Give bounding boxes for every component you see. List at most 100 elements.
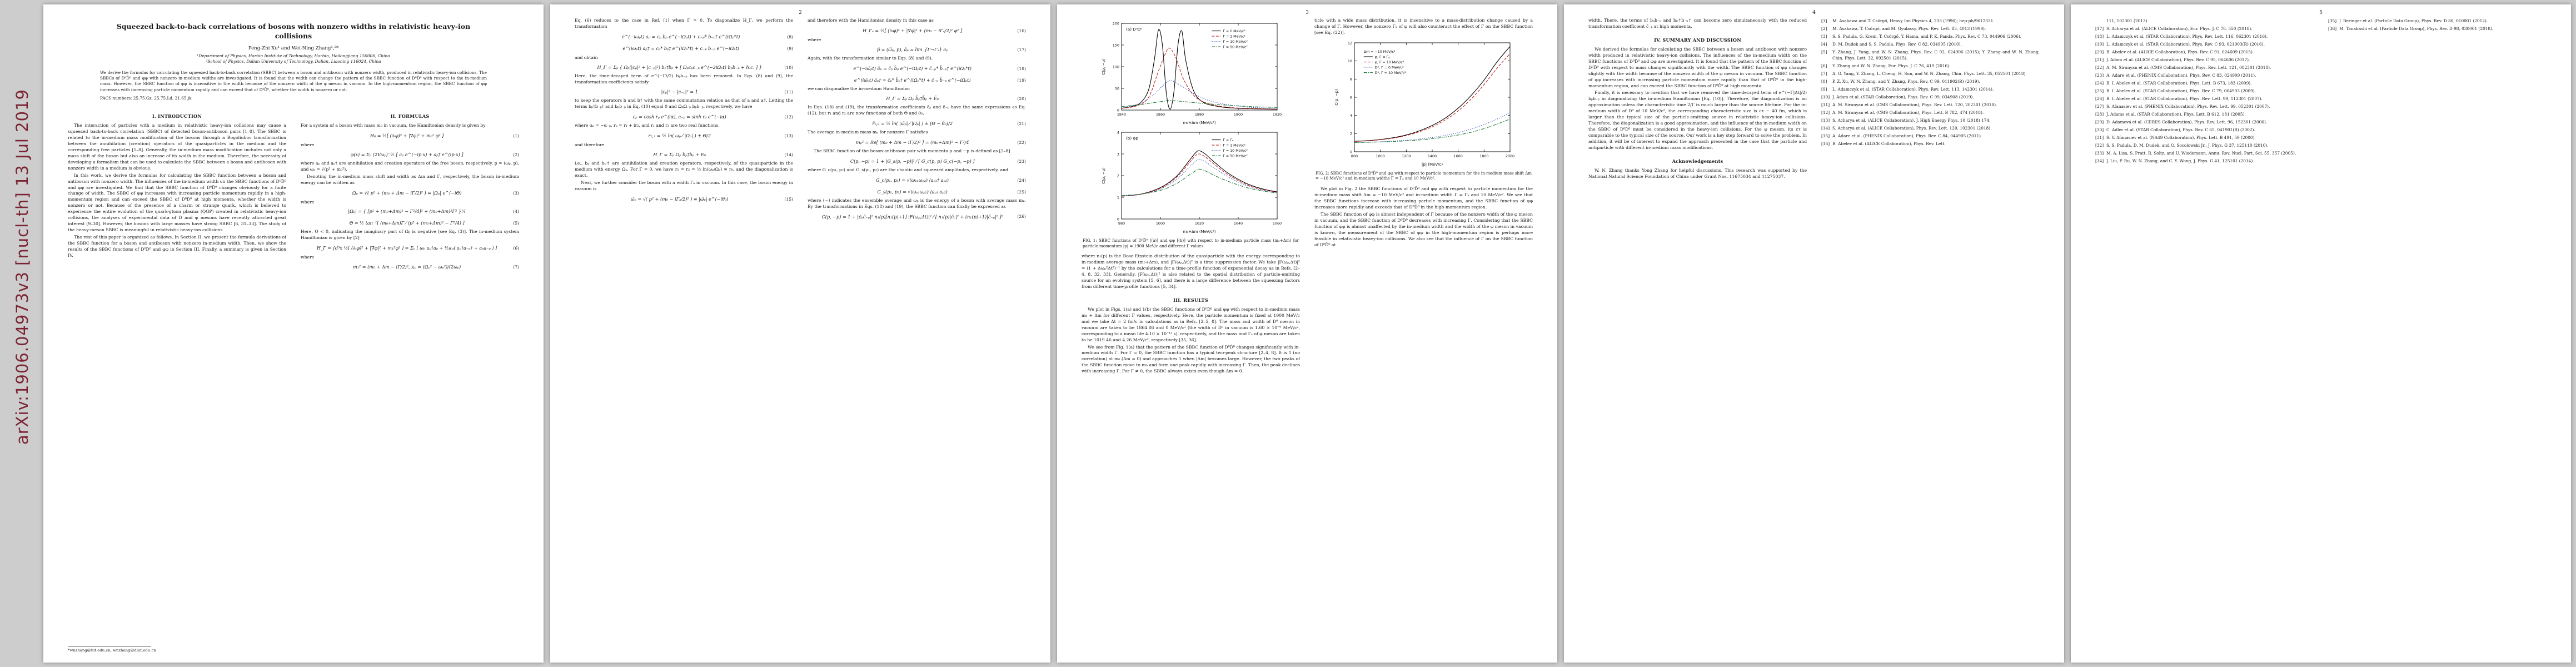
columns: 111, 102301 (2013). [17] S. Acharya et al.…: [2095, 18, 2547, 654]
reference-item: [27] S. Afanasiev et al. (PHENIX Collabor…: [2095, 103, 2314, 109]
fig2-axis-frame: [1354, 42, 1510, 152]
reference-item: [7] A. G. Yang, Y. Zhang, L. Cheng, H. Su…: [1821, 71, 2040, 77]
page-number: 3: [1306, 10, 1309, 16]
fig2-ytick-label: 8: [1349, 77, 1352, 81]
reference-text: Y. Zhang, J. Yang, and W. N. Zhang, Phys…: [1832, 49, 2040, 61]
fig1b-xtick-label: 1000: [1155, 221, 1164, 226]
fig2-xtick-label: 800: [1351, 154, 1357, 158]
page-body: 111, 102301 (2013). [17] S. Acharya et al.…: [2071, 4, 2571, 663]
equation-connector: where: [301, 142, 315, 148]
equation: r₁,₂ = ½ ln( ωₚ ⁄ |Ωₚ| ) ± Θ/2 (13): [575, 133, 793, 139]
reference-label: [26]: [2095, 96, 2104, 102]
paragraph: In Eqs. (18) and (19), the transformatio…: [808, 104, 1026, 116]
reference-label: [36]: [2328, 26, 2337, 32]
equation: |cₚ|² − |c₋ₚ|² = 1 (11): [575, 89, 793, 95]
reference-label: [19]: [2095, 42, 2104, 47]
equation-body: r̃₁,₂ = ½ ln( |ω̃ₚ| ⁄ |Ωₚ| ) ± (Θ − θ₀)/…: [872, 121, 953, 127]
reference-label: [2]: [1821, 26, 1827, 32]
equation: e^(−iω̃ₚt) ãₚ = c̃ₚ b̃ₚ e^(−iΩₚt) + c̃₋ₚ…: [808, 66, 1026, 72]
equation-number: (17): [1017, 47, 1026, 52]
page-4: 4 width. There, the terms of b̃ₚb̃₋ₚ and …: [1564, 4, 2064, 663]
equation-number: (16): [1017, 28, 1026, 33]
equation: G_s(p₁, p₂) = √(ωₚ₁ωₚ₂) ⟨aₚ₁ aₚ₂⟩ (25): [808, 189, 1026, 195]
equation: G_c(p₁, p₂) = √(ωₚ₁ωₚ₂) ⟨aₚ₁† aₚ₂⟩ (24): [808, 177, 1026, 183]
fig1a-ylabel: C(p, −p): [1102, 58, 1106, 75]
paragraph: where ⟨···⟩ indicates the ensemble avera…: [808, 197, 1026, 209]
equation-body: H_Γ = Σₚ Ωₚ bₚ†bₚ + E₀: [653, 151, 706, 157]
reference-label: [14]: [1821, 126, 1830, 131]
column-2: II. FORMULAS For a system of a boson with…: [301, 107, 519, 654]
page-1: Squeezed back-to-back correlations of bo…: [43, 4, 544, 663]
page-body: width. There, the terms of b̃ₚb̃₋ₚ and b…: [1564, 4, 2064, 663]
equation: |Ωₚ| = { [p² + (m₀+Δm)² − Γ²/4]² + (m₀+Δ…: [301, 208, 519, 215]
fig1b-ytick-label: 1: [1117, 195, 1119, 200]
fig1a-xtick-label: 1900: [1233, 112, 1242, 117]
equation-number: (18): [1017, 66, 1026, 71]
equation-body: e^(−iωₚt) aₚ = cₚ bₚ e^(−iΩₚt) + c₋ₚ* b₋…: [621, 33, 740, 39]
reference-label: [22]: [2095, 65, 2104, 71]
columns: I. INTRODUCTION The interaction of partic…: [68, 107, 519, 654]
reference-text: B. I. Abelev et al. (STAR Collaboration)…: [2106, 88, 2256, 94]
reference-text: S. Afanasiev et al. (PHENIX Collaboratio…: [2106, 104, 2270, 109]
reference-item: [22] A. M. Sirunyan et al. (CMS Collabora…: [2095, 64, 2314, 71]
reference-label: [35]: [2328, 18, 2337, 23]
paragraph: Next, we further consider the boson with…: [575, 180, 793, 191]
reference-text: B. I. Abelev et al. (STAR Collaboration)…: [2106, 96, 2263, 102]
reference-text: J. Beringer et al. (Particle Data Group)…: [2339, 18, 2488, 23]
reference-label: [3]: [1821, 34, 1827, 39]
reference-text: S. S. Padula, D. M. Dudek, and O. Socolo…: [2106, 143, 2269, 148]
reference-text: S. Acharya et al. (ALICE Collaboration),…: [1832, 118, 1991, 123]
front-matter: Squeezed back-to-back correlations of bo…: [68, 18, 519, 102]
reference-text: A. Adare et al. (PHENIX Collaboration), …: [2106, 73, 2256, 78]
section-heading: I. INTRODUCTION: [152, 113, 202, 120]
paragraph: to keep the operators b and b† with the …: [575, 98, 793, 109]
equation-connector: where: [301, 199, 315, 205]
paper-title: Squeezed back-to-back correlations of bo…: [116, 22, 471, 40]
fig1b-panel-label: (b) φφ: [1126, 136, 1138, 141]
reference-item: [14] S. Acharya et al. (ALICE Collaborati…: [1821, 125, 2040, 131]
fig1a-legend-label: Γ = 1 MeV/c²: [1223, 34, 1245, 38]
paragraph: ticle with a wide mass distribution, it …: [1314, 18, 1533, 35]
equation-body: φ(x) = Σₚ (2Vωₚ)⁻½ [ aₚ e^(−ip·x) + aₚ† …: [350, 151, 464, 157]
reference-list: 111, 102301 (2013). [17] S. Acharya et al.…: [2095, 18, 2314, 166]
equation: H₀ = ½[ (∂ₜφ)² + |∇φ|² + m₀² φ² ] (1): [301, 133, 519, 139]
column-1: 1840 1860 1880 1900 1920 0 50 100 150 200 Γ = 0 Me…: [1082, 18, 1300, 654]
section-heading: IV. SUMMARY AND DISCUSSION: [1654, 37, 1741, 43]
reference-text: D. M. Dudek and S. S. Padula, Phys. Rev.…: [1832, 42, 1962, 47]
equation-number: (6): [513, 246, 519, 251]
columns: Eq. (6) reduces to the case in Ref. [1] …: [575, 18, 1026, 654]
equation: C(p, −p) = 1 + |G_s(p, −p)|² ⁄ [ G_c(p, …: [808, 158, 1026, 165]
paragraph: we can diagonalize the in-medium Hamilto…: [808, 86, 910, 91]
equation-body: H_Γ = Σₚ Ωₚ b̃ₚ†b̃ₚ + Ẽ₀: [886, 96, 939, 102]
fig2-ytick-label: 12: [1347, 41, 1352, 45]
reference-label: [24]: [2095, 81, 2104, 86]
figure-fig2: 800 1000 1200 1400 1600 1800 2000 0 2 4 6 8 10 12 Δm =…: [1314, 38, 1533, 167]
reference-label: [17]: [2095, 26, 2104, 32]
fig1a-series-gamma-10: [1121, 80, 1277, 109]
reference-item: [26] B. I. Abelev et al. (STAR Collaborat…: [2095, 96, 2314, 102]
equation: e^(−iωₚt) aₚ = cₚ bₚ e^(−iΩₚt) + c₋ₚ* b₋…: [575, 34, 793, 40]
reference-label: [8]: [1821, 79, 1827, 84]
paragraph: For a system of a boson with mass m₀ in …: [301, 123, 486, 128]
reference-text: L. Adamczyk et al. (STAR Collaboration),…: [1832, 87, 1994, 92]
equation-number: (22): [1017, 140, 1026, 146]
fig1a-xtick-label: 1860: [1155, 112, 1164, 117]
reference-item: [5] Y. Zhang, J. Yang, and W. N. Zhang, P…: [1821, 49, 2040, 61]
columns: width. There, the terms of b̃ₚb̃₋ₚ and b…: [1588, 18, 2040, 654]
equation: Ωₚ = √( p² + (m₀ + Δm − iΓ/2)² ) ≡ |Ωₚ| …: [301, 190, 519, 196]
reference-item: [15] A. Adare et al. (PHENIX Collaboratio…: [1821, 133, 2040, 139]
reference-text: J. Liu, P. Ru, W. N. Zhang, and C. Y. Wo…: [2106, 158, 2254, 164]
reference-label: [7]: [1821, 71, 1827, 77]
equation-number: (9): [787, 46, 793, 51]
footnote-text: *wnzhang@hit.edu.cn, wnzhang@dlut.edu.cn: [68, 648, 156, 653]
reference-text: M. Asakawa and T. Csörgő, Heavy Ion Phys…: [1832, 18, 1995, 23]
fig1b-xtick-label: 1040: [1233, 221, 1242, 226]
equation-body: C(p, −p) = 1 + |G_s(p, −p)|² ⁄ [ G_c(p, …: [850, 158, 975, 164]
fig2-xtick-label: 1600: [1453, 154, 1462, 158]
page-3: 3 1840 1860 1880 1900 1920 0 50 100 150 200 Γ = 0 M…: [1057, 4, 1557, 663]
reference-item: [11] A. M. Sirunyan et al. (CMS Collabora…: [1821, 102, 2040, 108]
fig1b-legend-label: Γ = 1 MeV/c²: [1223, 143, 1245, 147]
fig1b-xtick-label: 1060: [1272, 221, 1281, 226]
reference-label: [6]: [1821, 63, 1827, 69]
fig2-legend-label: D⁰, Γ = 10 MeV/c²: [1374, 71, 1406, 75]
